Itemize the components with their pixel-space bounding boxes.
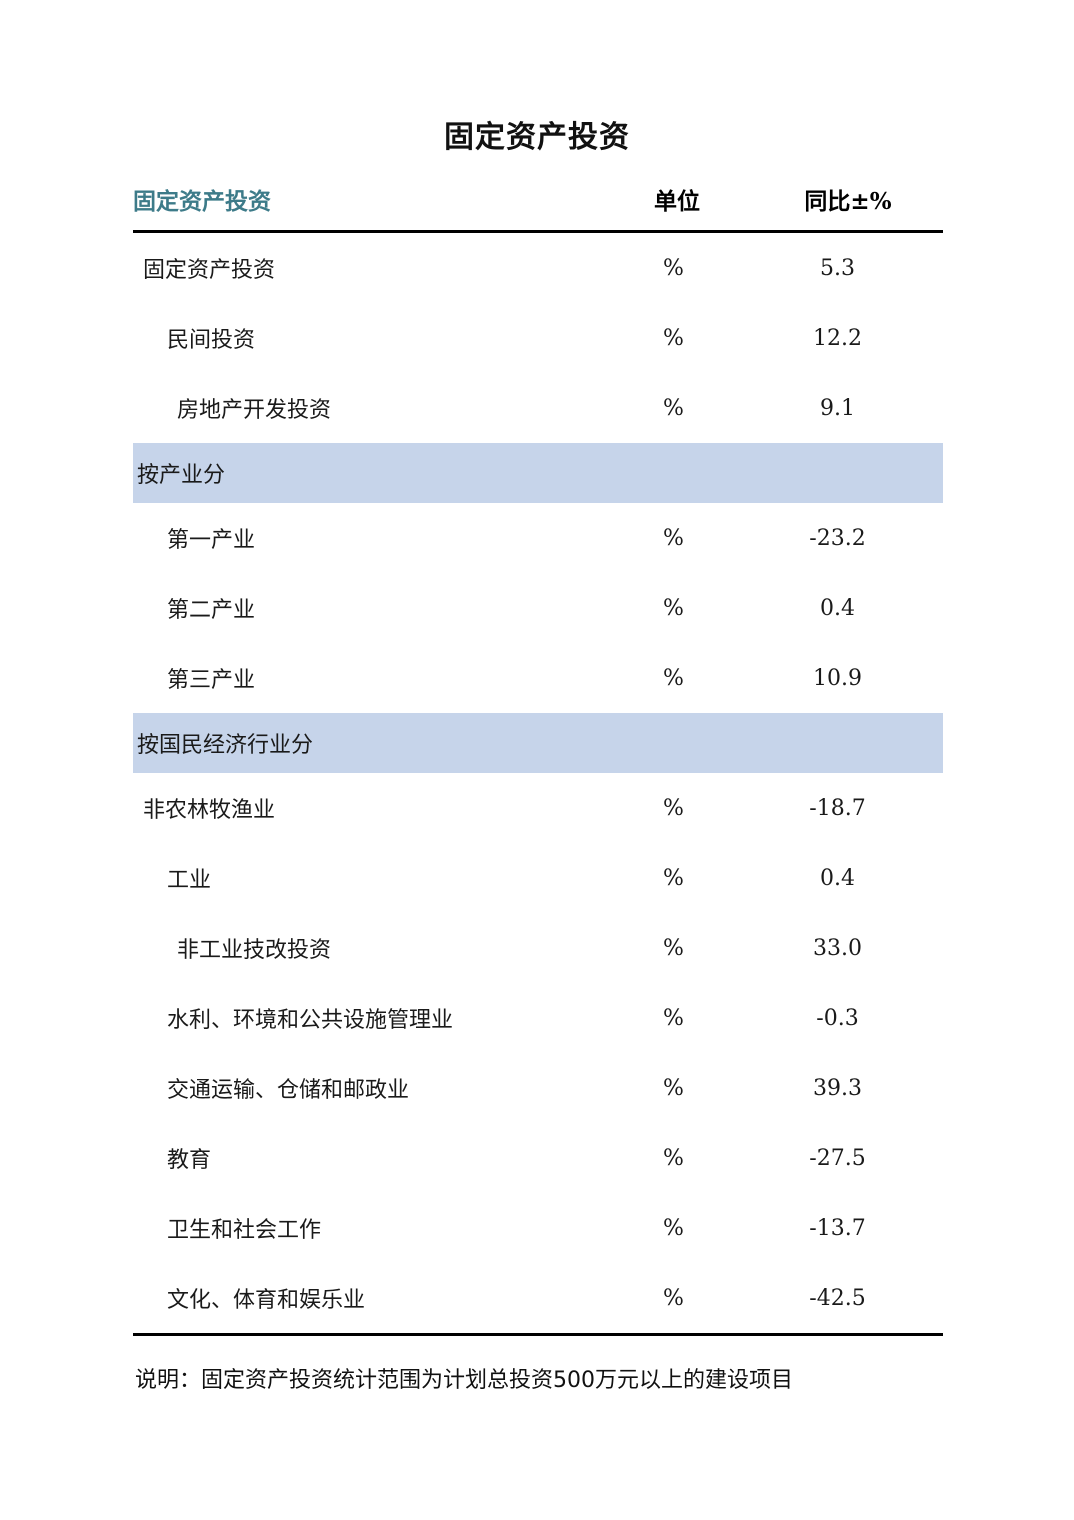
table-row: 第一产业% -23.2 [133,503,943,573]
row-yoy-value: -0.3 [753,983,943,1053]
row-indicator-name: 卫生和社会工作 [133,1193,601,1263]
row-yoy-value: 0.4 [753,843,943,913]
row-yoy-value: 0.4 [753,573,943,643]
table-header: 固定资产投资 单位 同比±% [133,182,943,233]
table-section-row: 按国民经济行业分 [133,713,943,773]
row-yoy-value: -23.2 [753,503,943,573]
table-row: 交通运输、仓储和邮政业% 39.3 [133,1053,943,1123]
page-title: 固定资产投资 [444,120,630,155]
column-header-yoy: 同比±% [753,182,943,233]
row-indicator-name: 第二产业 [133,573,601,643]
table-section-row: 按产业分 [133,443,943,503]
row-indicator-name: 第三产业 [133,643,601,713]
table-footnote: 说明：固定资产投资统计范围为计划总投资500万元以上的建设项目 [135,1368,793,1393]
column-header-indicator: 固定资产投资 [133,182,601,233]
row-yoy-value: 10.9 [753,643,943,713]
row-yoy-value: -18.7 [753,773,943,843]
table-row: 非工业技改投资% 33.0 [133,913,943,983]
row-unit: % [601,983,753,1053]
row-yoy-value: 12.2 [753,303,943,373]
row-unit: % [601,913,753,983]
row-yoy-value: 5.3 [753,231,943,303]
table-row: 文化、体育和娱乐业% -42.5 [133,1263,943,1335]
row-unit: % [601,643,753,713]
row-indicator-name: 固定资产投资 [133,231,601,303]
row-unit: % [601,231,753,303]
table-row: 第二产业% 0.4 [133,573,943,643]
table-row: 卫生和社会工作% -13.7 [133,1193,943,1263]
table-header-row: 固定资产投资 单位 同比±% [133,182,943,233]
row-yoy-value: 33.0 [753,913,943,983]
table-row: 教育% -27.5 [133,1123,943,1193]
row-indicator-name: 交通运输、仓储和邮政业 [133,1053,601,1123]
row-unit: % [601,773,753,843]
row-indicator-name: 非农林牧渔业 [133,773,601,843]
row-unit: % [601,303,753,373]
row-yoy-value: 39.3 [753,1053,943,1123]
row-unit: % [601,1123,753,1193]
row-indicator-name: 教育 [133,1123,601,1193]
row-yoy-value: -27.5 [753,1123,943,1193]
table-bottom-rule-line [133,1333,943,1337]
row-unit: % [601,503,753,573]
fixed-asset-investment-table-wrapper: 固定资产投资 单位 同比±% 固定资产投资% 5.3 民间投资% 12.2 房地产开发投… [133,182,943,1337]
row-yoy-value: 9.1 [753,373,943,443]
table-row: 工业% 0.4 [133,843,943,913]
row-indicator-name: 房地产开发投资 [133,373,601,443]
row-indicator-name: 非工业技改投资 [133,913,601,983]
section-label: 按产业分 [133,443,943,503]
row-indicator-name: 民间投资 [133,303,601,373]
row-unit: % [601,373,753,443]
table-row: 非农林牧渔业% -18.7 [133,773,943,843]
column-header-unit: 单位 [601,182,753,233]
row-yoy-value: -42.5 [753,1263,943,1335]
row-unit: % [601,1193,753,1263]
table-row: 水利、环境和公共设施管理业% -0.3 [133,983,943,1053]
row-indicator-name: 文化、体育和娱乐业 [133,1263,601,1335]
fixed-asset-investment-table: 固定资产投资 单位 同比±% 固定资产投资% 5.3 民间投资% 12.2 房地产开发投… [133,182,943,1337]
table-row: 民间投资% 12.2 [133,303,943,373]
row-yoy-value: -13.7 [753,1193,943,1263]
section-label: 按国民经济行业分 [133,713,943,773]
table-row: 固定资产投资% 5.3 [133,231,943,303]
table-row: 第三产业% 10.9 [133,643,943,713]
table-bottom-rule [133,1333,943,1337]
table-body: 固定资产投资% 5.3 民间投资% 12.2 房地产开发投资% 9.1 按产业分 第一产业% -… [133,231,943,1337]
table-row: 房地产开发投资% 9.1 [133,373,943,443]
row-unit: % [601,1053,753,1123]
row-unit: % [601,573,753,643]
row-indicator-name: 工业 [133,843,601,913]
row-indicator-name: 第一产业 [133,503,601,573]
row-unit: % [601,843,753,913]
row-indicator-name: 水利、环境和公共设施管理业 [133,983,601,1053]
row-unit: % [601,1263,753,1335]
